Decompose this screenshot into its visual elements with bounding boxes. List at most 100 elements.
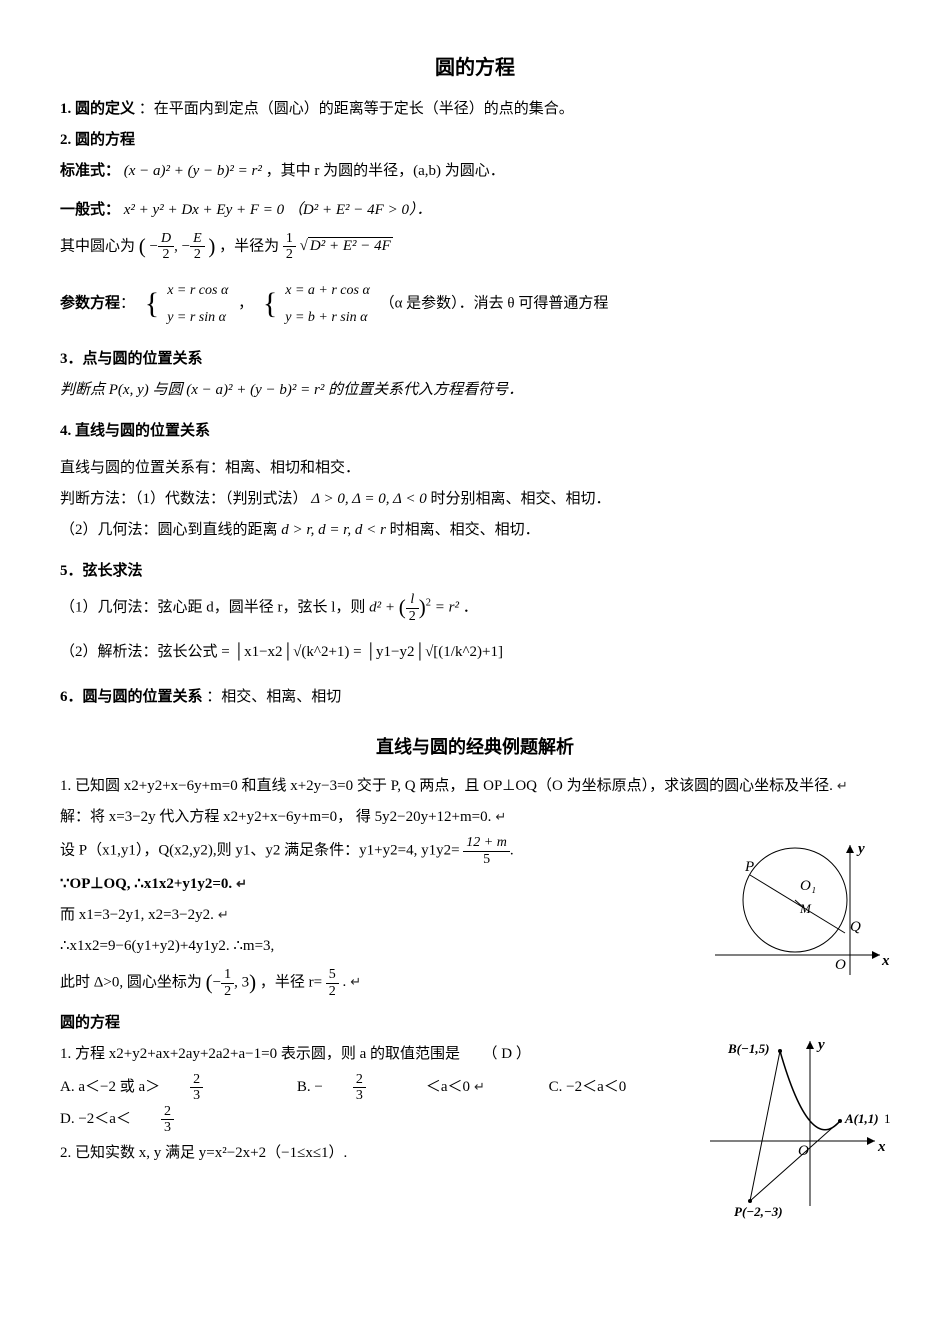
lparen-icon: (	[139, 234, 146, 258]
lparen3-icon: (	[206, 970, 213, 994]
gen-formula: x² + y² + Dx + Ey + F = 0	[124, 202, 284, 218]
y-arrow2-icon	[806, 1041, 814, 1049]
label-B: B(−1,5)	[727, 1041, 769, 1056]
brace2: { x = a + r cos α y = b + r sin α	[257, 276, 376, 332]
E: E	[190, 231, 205, 247]
sec5-g1: （1）几何法：弦心距 d，圆半径 r，弦长 l，则 d² + (l2)2 = r…	[60, 589, 890, 627]
cn: 1	[221, 967, 234, 983]
sec4-l1: 直线与圆的位置关系有：相离、相切和相交．	[60, 455, 890, 482]
choice-D: D. −2＜a＜ 23	[60, 1104, 234, 1136]
D-frac: 23	[161, 1104, 204, 1136]
frac-12: 12	[283, 231, 296, 263]
ex1-s2-pre: 设 P（x1,y1），Q(x2,y2),则 y1、y2 满足条件：y1+y2=4…	[60, 843, 460, 859]
std-formula: (x − a)² + (y − b)² = r²	[124, 163, 262, 179]
frac-half: 12	[221, 967, 234, 999]
num: 12 + m	[463, 835, 510, 851]
sec6-heading: 6．圆与圆的位置关系	[60, 689, 203, 705]
sec6-body: ：相交、相离、相切	[206, 689, 341, 705]
label-Q: Q	[850, 919, 861, 935]
sec5-heading: 5．弦长求法	[60, 558, 890, 585]
gen-radius-pre: ，半径为	[219, 238, 279, 254]
sec1-body: ：在平面内到定点（圆心）的距离等于定长（半径）的点的集合。	[139, 101, 574, 117]
sec1-heading: 1. 圆的定义	[60, 101, 135, 117]
std-label: 标准式：	[60, 163, 120, 179]
rparen2-icon: )	[419, 595, 426, 619]
g1-dot: ．	[463, 600, 478, 616]
gen-label: 一般式：	[60, 202, 120, 218]
label-one: 1	[884, 1111, 891, 1126]
two4: 2	[406, 609, 419, 624]
l3-cond: d > r, d = r, d < r	[281, 522, 386, 538]
Bn: 2	[353, 1072, 366, 1088]
y-arrow-icon	[846, 845, 854, 853]
sec1: 1. 圆的定义 ：在平面内到定点（圆心）的距离等于定长（半径）的点的集合。	[60, 96, 890, 123]
Ad: 3	[190, 1088, 203, 1103]
g1-pre: （1）几何法：弦心距 d，圆半径 r，弦长 l，则	[60, 600, 365, 616]
label-O1: O₁	[800, 878, 816, 894]
one: 1	[283, 231, 296, 247]
two2: 2	[190, 247, 205, 262]
frac-l2: l2	[406, 592, 419, 624]
B-pre: B. −	[297, 1074, 323, 1101]
std-tail: ，其中 r 为圆的半径，(a,b) 为圆心．	[266, 163, 505, 179]
sqrt-icon: D² + E² − 4F	[300, 237, 393, 254]
py1: y = r sin α	[163, 305, 232, 330]
l2-pre: 判断方法：（1）代数法：（判别式法）	[60, 491, 308, 507]
Dd: 3	[161, 1120, 174, 1135]
figure-parabola: B(−1,5) A(1,1) P(−2,−3) O x y 1	[700, 1031, 890, 1231]
label-x: x	[881, 953, 890, 969]
An: 2	[190, 1072, 203, 1088]
frac-E2: E2	[190, 231, 205, 263]
sec4-l2: 判断方法：（1）代数法：（判别式法） Δ > 0, Δ = 0, Δ < 0 时…	[60, 486, 890, 513]
sec4-l3: （2）几何法：圆心到直线的距离 d > r, d = r, d < r 时相离、…	[60, 517, 890, 544]
den: 5	[463, 852, 510, 867]
sec5-g2: （2）解析法：弦长公式 = │x1−x2│√(k^2+1) = │y1−y2│√…	[60, 639, 890, 666]
sec2-std: 标准式： (x − a)² + (y − b)² = r² ，其中 r 为圆的半…	[60, 158, 890, 185]
page-title: 圆的方程	[60, 50, 890, 86]
label-M: M	[799, 901, 812, 916]
A-frac: 23	[190, 1072, 233, 1104]
ex1-s1: 解：将 x=3−2y 代入方程 x2+y2+x−6y+m=0， 得 5y2−20…	[60, 804, 890, 831]
param-label: 参数方程	[60, 295, 120, 311]
ex1-s3-text: ∵OP⊥OQ, ∴x1x2+y1y2=0.	[60, 876, 247, 892]
frac-52: 52	[326, 967, 339, 999]
param-cond: （α 是参数）．消去 θ 可得普通方程	[380, 295, 609, 311]
frac-D2: D2	[158, 231, 174, 263]
sep: ，	[238, 295, 253, 311]
choice-A: A. a＜−2 或 a＞23	[60, 1072, 263, 1104]
figure-parabola-svg: B(−1,5) A(1,1) P(−2,−3) O x y 1	[700, 1031, 890, 1221]
g1-eq: = r²	[435, 600, 459, 616]
brace-icon2: {	[259, 278, 279, 330]
D: D	[158, 231, 174, 247]
l3-pre: （2）几何法：圆心到直线的距离	[60, 522, 281, 538]
frac-12m5: 12 + m5	[463, 835, 510, 867]
label-x2: x	[877, 1139, 886, 1155]
prob1-ans: （ D ）	[483, 1046, 531, 1062]
x-arrow2-icon	[867, 1137, 875, 1145]
g1-d2: d² +	[369, 600, 395, 616]
lparen2-icon: (	[399, 595, 406, 619]
choice-C: C. −2＜a＜0	[549, 1074, 657, 1101]
ex1-s4-text: 而 x1=3−2y1, x2=3−2y2.	[60, 907, 229, 923]
ex1-s1-text: 解：将 x=3−2y 代入方程 x2+y2+x−6y+m=0， 得 5y2−20…	[60, 809, 506, 825]
two: 2	[158, 247, 174, 262]
chord-PQ	[750, 875, 845, 933]
rn: 5	[326, 967, 339, 983]
C-pre: C. −2＜a＜0	[549, 1074, 627, 1101]
sec3-body: 判断点 P(x, y) 与圆 (x − a)² + (y − b)² = r² …	[60, 377, 890, 404]
B-mid: ＜a＜0	[426, 1074, 485, 1101]
D-pre: D. −2＜a＜	[60, 1106, 131, 1133]
ex1-q: 1. 已知圆 x2+y2+x−6y+m=0 和直线 x+2y−3=0 交于 P,…	[60, 773, 890, 800]
label-P: P	[744, 859, 754, 875]
px1: x = r cos α	[163, 278, 232, 303]
brace1: { x = r cos α y = r sin α	[139, 276, 235, 332]
radicand: D² + E² − 4F	[308, 237, 393, 254]
Dn: 2	[161, 1104, 174, 1120]
px2: x = a + r cos α	[281, 278, 374, 303]
sec6: 6．圆与圆的位置关系 ：相交、相离、相切	[60, 684, 890, 711]
l2-tail: 时分别相离、相交、相切．	[430, 491, 610, 507]
x-arrow-icon	[872, 951, 880, 959]
sec2-gen-center: 其中圆心为 ( −D2, −E2 ) ，半径为 12 D² + E² − 4F	[60, 228, 890, 266]
figure-circle: P O₁ M Q O x y	[700, 835, 890, 1005]
sec3-body-text: 判断点 P(x, y) 与圆 (x − a)² + (y − b)² = r² …	[60, 382, 523, 398]
